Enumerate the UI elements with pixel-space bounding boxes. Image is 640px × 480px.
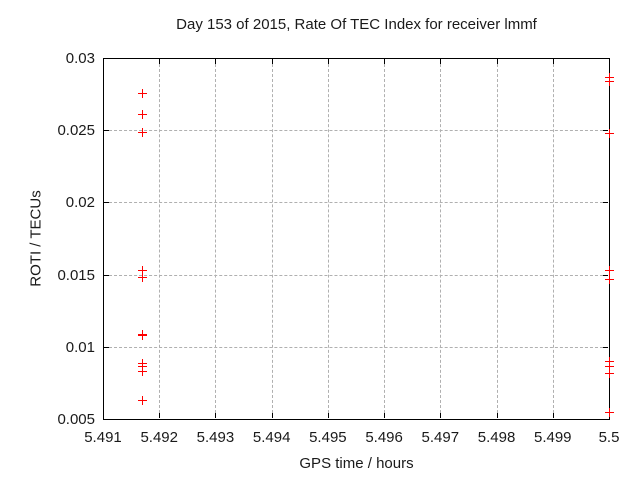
y-tick-mark xyxy=(603,130,608,132)
data-point xyxy=(605,407,614,417)
x-tick-label: 5.491 xyxy=(84,429,122,446)
data-point xyxy=(605,368,614,378)
data-point xyxy=(138,396,148,406)
y-tick-label: 0.03 xyxy=(65,50,95,67)
x-tick-label: 5.494 xyxy=(252,429,291,446)
y-tick-mark xyxy=(104,346,109,348)
grid-line-horizontal xyxy=(104,130,608,132)
x-tick-mark xyxy=(327,413,329,418)
x-tick-label: 5.497 xyxy=(421,429,460,446)
x-tick-mark xyxy=(103,413,104,418)
x-tick-mark xyxy=(159,413,161,418)
y-tick-label: 0.005 xyxy=(57,411,95,428)
y-tick-mark xyxy=(603,58,608,59)
grid-line-vertical xyxy=(496,59,498,418)
data-point xyxy=(605,274,614,284)
data-point xyxy=(605,77,614,87)
x-tick-mark xyxy=(496,413,498,418)
y-tick-label: 0.025 xyxy=(57,122,95,140)
x-tick-label: 5.495 xyxy=(309,429,347,446)
x-tick-mark xyxy=(552,59,554,64)
x-tick-mark xyxy=(327,59,329,64)
data-point xyxy=(138,361,148,371)
y-tick-label: 0.02 xyxy=(65,194,95,212)
x-tick-label: 5.498 xyxy=(477,429,516,446)
data-point xyxy=(138,127,148,137)
x-tick-mark xyxy=(440,59,442,64)
x-tick-mark xyxy=(271,413,273,418)
y-tick-mark xyxy=(603,274,608,276)
x-tick-label: 5.499 xyxy=(533,429,572,446)
x-axis-label: GPS time / hours xyxy=(299,455,414,472)
x-tick-mark xyxy=(384,59,386,64)
grid-line-vertical xyxy=(384,59,386,418)
y-tick-label: 0.01 xyxy=(65,338,95,356)
x-tick-mark xyxy=(609,59,610,64)
y-tick-mark xyxy=(104,58,109,59)
x-tick-mark xyxy=(496,59,498,64)
data-point xyxy=(605,361,614,371)
grid-line-vertical xyxy=(440,59,442,418)
plot-area xyxy=(103,58,610,420)
x-tick-label: 5.493 xyxy=(196,429,235,446)
data-point xyxy=(138,367,148,377)
x-tick-mark xyxy=(552,413,554,418)
grid-line-horizontal xyxy=(104,202,608,204)
data-point xyxy=(605,266,614,276)
data-point xyxy=(138,110,148,120)
y-tick-mark xyxy=(104,274,109,276)
grid-line-horizontal xyxy=(104,274,608,276)
x-tick-mark xyxy=(271,59,273,64)
y-tick-mark xyxy=(104,130,109,132)
grid-line-vertical xyxy=(271,59,273,418)
x-tick-mark xyxy=(103,59,104,64)
y-tick-mark xyxy=(603,419,608,420)
x-tick-mark xyxy=(215,59,217,64)
x-tick-label: 5.496 xyxy=(365,429,403,446)
y-tick-mark xyxy=(603,346,608,348)
x-tick-mark xyxy=(159,59,161,64)
data-point xyxy=(138,331,148,341)
x-tick-label: 5.5 xyxy=(598,429,620,446)
y-tick-mark xyxy=(104,419,109,420)
grid-line-vertical xyxy=(159,59,161,418)
y-tick-label: 0.015 xyxy=(57,266,95,284)
data-point xyxy=(138,88,148,98)
y-tick-mark xyxy=(603,202,608,204)
grid-line-vertical xyxy=(215,59,217,418)
grid-line-vertical xyxy=(552,59,554,418)
y-axis-label: ROTI / TECUs xyxy=(27,190,45,287)
data-point xyxy=(138,266,148,276)
x-tick-mark xyxy=(384,413,386,418)
x-tick-label: 5.492 xyxy=(140,429,178,446)
grid-line-vertical xyxy=(327,59,329,418)
y-tick-mark xyxy=(104,202,109,204)
grid-line-horizontal xyxy=(104,346,608,348)
data-point xyxy=(138,273,148,283)
x-tick-mark xyxy=(440,413,442,418)
chart-title: Day 153 of 2015, Rate Of TEC Index for r… xyxy=(176,16,537,33)
data-point xyxy=(605,129,614,139)
x-tick-mark xyxy=(215,413,217,418)
